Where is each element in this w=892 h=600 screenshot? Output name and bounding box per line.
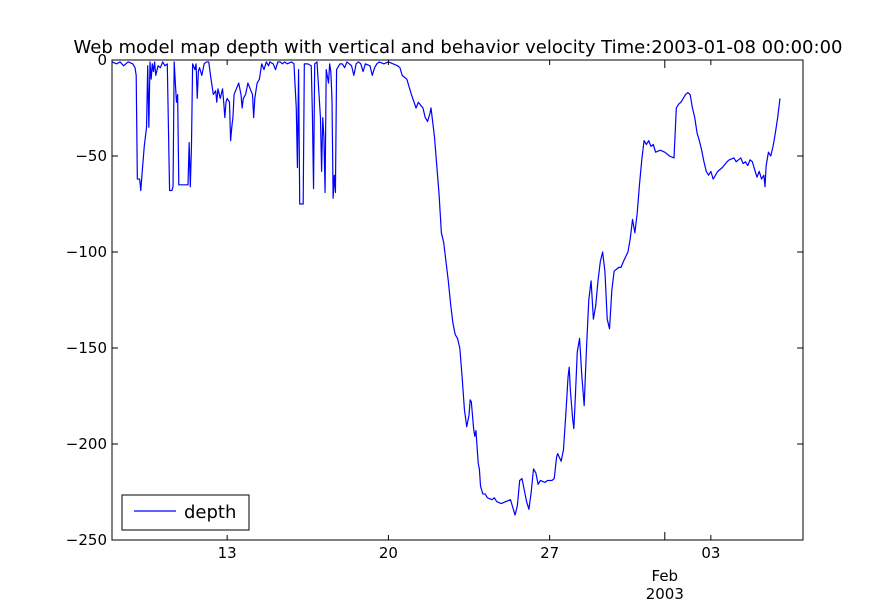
plot-area [112,60,803,540]
x-month-label: Feb [652,567,679,585]
y-tick-label: −100 [66,243,107,261]
x-tick-label: 20 [379,544,398,562]
y-tick-label: 0 [97,51,107,69]
y-axis: 0 −50 −100 −150 −200 −250 [66,51,803,549]
legend-box [121,494,250,531]
y-tick-label: −200 [66,435,107,453]
chart-title: Web model map depth with vertical and be… [74,37,843,58]
series-line-depth [111,61,781,516]
y-tick-label: −250 [66,531,107,549]
x-year-label: 2003 [646,585,684,600]
y-tick-label: −150 [66,339,107,357]
legend: depth [121,494,250,531]
y-tick-label: −50 [75,147,107,165]
x-tick-label: 27 [540,544,559,562]
legend-label-depth: depth [184,502,236,523]
x-tick-label: 13 [218,544,237,562]
x-tick-label: 03 [701,544,720,562]
series-layer [111,61,781,516]
plot-frame [111,59,804,541]
